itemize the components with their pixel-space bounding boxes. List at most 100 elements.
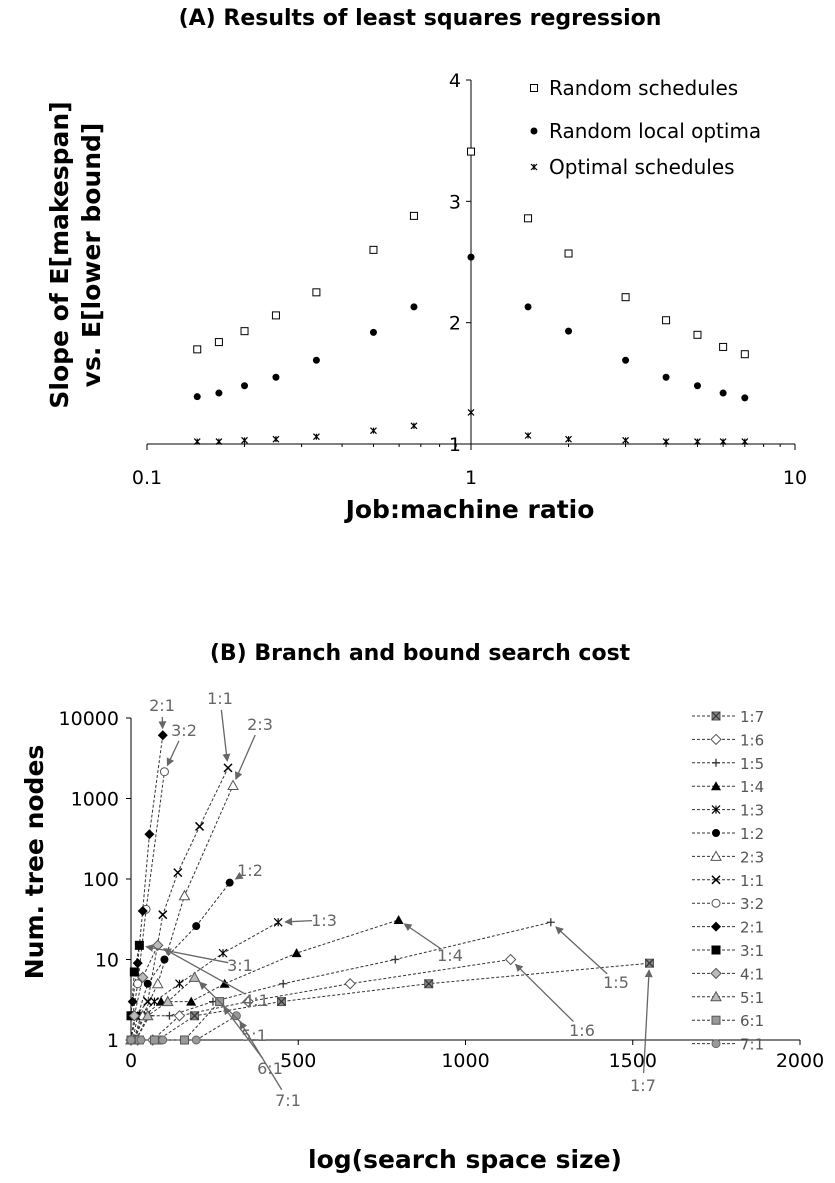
chart-b-point [136,1035,146,1045]
chart-b-legend-marker [710,850,722,861]
chart-b-annotations: 2:1 3:2 1:1 2:3 1:2 3:1 4:1 5:1 6:1 7:1 1:3 1:4 1:5 1… [145,689,656,1110]
chart-a-point [693,330,702,339]
chart-b-annotation-arrow [642,969,653,1074]
chart-b-legend-label: 1:4 [740,778,764,796]
chart-b-annotation-arrow [145,944,229,964]
chart-a-point [410,422,418,430]
chart-a-point [467,253,475,261]
chart-a-point [370,427,377,435]
chart-b-point [644,958,654,968]
chart-b-legend-label: 1:1 [740,872,764,890]
chart-b-point [143,979,152,988]
chart-b-point [133,979,143,989]
chart-b-legend: 1:7 1:6 1:5 1:4 1:3 1:2 2:3 1:1 3:2 2:1 3:1 4:1 5:1 6… [692,708,764,1054]
chart-b-point [159,767,169,777]
chart-b-legend-marker [710,733,722,746]
chart-b-point [158,1035,168,1045]
chart-b-point [128,1010,141,1022]
chart-b-point [231,1011,241,1021]
chart-a-point [369,245,378,254]
chart-b-annotation-label: 1:5 [603,973,629,992]
chart-a-point [621,293,630,302]
chart-b-legend-marker [711,1039,721,1049]
chart-b-legend-label: 6:1 [740,1012,764,1030]
chart-a-point [409,211,418,220]
chart-a-point [215,438,223,445]
chart-b-point [191,1035,201,1045]
chart-b-annotation-arrow [163,948,246,995]
chart-b-point [186,996,197,1006]
chart-a-point [564,249,573,258]
chart-a-legend-marker [530,84,538,92]
chart-b-y-tick-label: 100 [83,869,119,891]
chart-b-legend-label: 2:3 [740,848,764,866]
chart-b-annotation-arrow [234,871,244,880]
chart-b-legend-label: 2:1 [740,919,764,937]
chart-b-point [134,940,144,950]
chart-b-ylabel: Num. tree nodes [20,745,49,980]
chart-b-point [137,971,149,984]
chart-b-point [173,1010,186,1022]
chart-b-annotation-label: 1:3 [311,911,337,930]
chart-b-annotation-label: 2:3 [247,715,273,734]
chart-b-point [149,1035,159,1045]
chart-a-title: (A) Results of least squares regression [179,6,662,31]
chart-b-point [192,922,201,931]
chart-b-legend-label: 1:7 [740,708,764,726]
chart-b-point [143,997,153,1007]
chart-b-x-tick-label: 2000 [776,1050,824,1072]
chart-b-series-line [131,919,399,1041]
chart-b-annotation-arrow [166,740,180,767]
chart-a-point [241,436,248,444]
chart-b-legend-label: 5:1 [740,989,764,1007]
chart-a-point [214,338,223,347]
chart-b-legend-marker [711,781,721,791]
chart-a-x-tick-label: 1 [465,467,477,489]
chart-b-x-tick-label: 1000 [441,1050,489,1072]
chart-a-point [662,438,670,445]
chart-b-point [175,979,184,989]
chart-a-ylabel-line2: vs. E[lower bound] [77,123,106,388]
chart-b-series-line [131,921,279,1041]
chart-a-point [565,435,572,443]
chart-a-y-tick-label: 1 [449,434,461,456]
chart-b-point [144,829,155,840]
chart-b-point [132,958,143,969]
chart-b-point [546,918,555,927]
chart-b-point [161,995,174,1007]
chart-a-point [524,214,533,223]
chart-b: (B) Branch and bound search cost Num. tr… [20,641,824,1174]
chart-b-point [393,914,404,924]
chart-b-legend-marker [711,898,721,908]
chart-a-x-tick-label: 10 [783,467,807,489]
chart-b-point [149,997,159,1007]
chart-b-legend-marker [711,921,721,932]
chart-b-annotation-label: 2:1 [149,696,175,715]
chart-a-xlabel: Job:machine ratio [344,495,595,524]
chart-b-x-tick-label: 500 [280,1050,316,1072]
chart-b-legend-label: 4:1 [740,965,764,983]
chart-a-point [215,389,223,397]
chart-b-point [178,889,191,901]
chart-a-point [693,382,701,390]
chart-b-point [127,996,138,1007]
chart-a-point [272,373,280,381]
chart-b-annotation-arrow [234,734,256,781]
chart-a-points [193,147,749,445]
chart-b-legend-label: 1:5 [740,755,764,773]
chart-b-y-tick-label: 10 [95,950,119,972]
chart-b-point [188,971,201,982]
chart-b-legend-marker [710,967,722,980]
chart-a-point [193,393,201,401]
chart-b-annotation-arrow [403,923,441,949]
chart-a-point [741,438,749,445]
chart-b-points [125,730,654,1046]
chart-b-point [165,1011,174,1020]
chart-b-point [173,868,183,878]
chart-a-point [524,432,532,439]
chart-b-annotation-arrow [223,1006,264,1059]
chart-b-legend-label: 1:2 [740,825,764,843]
chart-b-point [273,917,283,927]
chart-b-point [227,779,239,791]
